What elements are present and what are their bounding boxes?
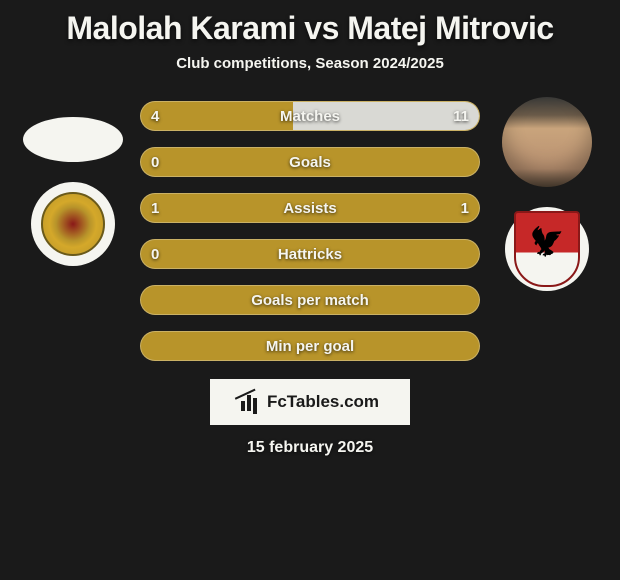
- player-left-club-logo: [31, 182, 115, 266]
- stat-value-left: 0: [151, 154, 159, 171]
- stat-bar: 0 Goals: [140, 147, 480, 177]
- stat-bar: 1 1 Assists: [140, 193, 480, 223]
- right-player-col: [492, 97, 602, 291]
- player-left-avatar: [23, 117, 123, 162]
- stat-label: Matches: [280, 108, 340, 125]
- brand-text: FcTables.com: [267, 392, 379, 412]
- stat-bar: Goals per match: [140, 285, 480, 315]
- stat-bar: 4 11 Matches: [140, 101, 480, 131]
- subtitle: Club competitions, Season 2024/2025: [176, 55, 444, 72]
- stat-value-left: 0: [151, 246, 159, 263]
- stat-value-right: 1: [461, 200, 469, 217]
- stat-value-left: 1: [151, 200, 159, 217]
- comparison-area: 411Matches0Goals11Assists0HattricksGoals…: [0, 97, 620, 361]
- left-player-col: [18, 97, 128, 266]
- brand-badge[interactable]: FcTables.com: [210, 379, 410, 425]
- page-title: Malolah Karami vs Matej Mitrovic: [66, 10, 553, 47]
- stat-bar: Min per goal: [140, 331, 480, 361]
- stat-label: Hattricks: [278, 246, 342, 263]
- comparison-card: Malolah Karami vs Matej Mitrovic Club co…: [0, 0, 620, 580]
- stat-label: Min per goal: [266, 338, 354, 355]
- player-right-club-logo: [505, 207, 589, 291]
- stat-label: Goals: [289, 154, 331, 171]
- stat-value-right: 11: [453, 108, 469, 125]
- stat-label: Assists: [283, 200, 336, 217]
- chart-icon: [241, 393, 261, 411]
- stat-label: Goals per match: [251, 292, 369, 309]
- stats-bars: 411Matches0Goals11Assists0HattricksGoals…: [140, 97, 480, 361]
- date-text: 15 february 2025: [247, 439, 373, 457]
- stat-value-left: 4: [151, 108, 159, 125]
- player-right-avatar: [502, 97, 592, 187]
- stat-bar: 0 Hattricks: [140, 239, 480, 269]
